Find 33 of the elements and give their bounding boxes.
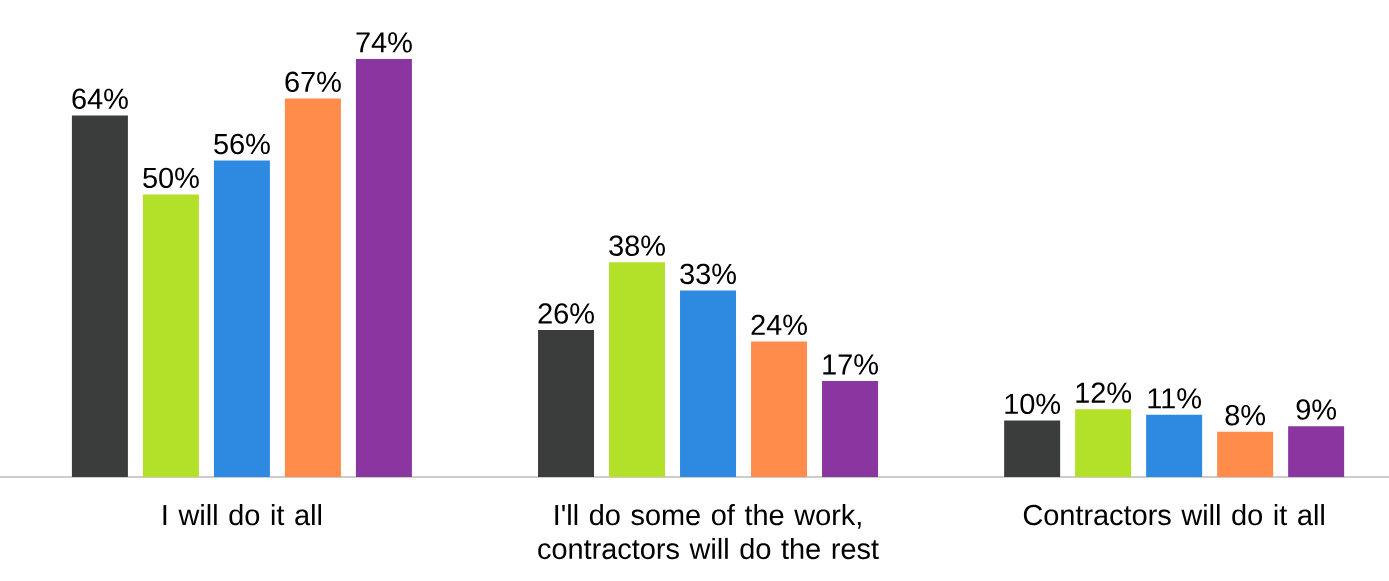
data-label: 56% [214, 133, 270, 155]
data-label: 26% [538, 303, 594, 324]
data-label: 17% [823, 354, 878, 375]
data-label: 64% [72, 88, 128, 110]
bar [538, 330, 595, 477]
bar [680, 290, 737, 477]
bar [355, 58, 412, 477]
x-tick-label: Contractors will do it all [1023, 504, 1324, 526]
bar [1075, 409, 1132, 477]
bar [142, 194, 199, 477]
bar [609, 262, 666, 477]
bar [284, 98, 341, 477]
data-label: 12% [1076, 382, 1132, 403]
bar [213, 160, 270, 477]
data-label: 67% [285, 71, 341, 93]
bar [1004, 420, 1061, 477]
bar [822, 380, 879, 477]
data-label: 38% [609, 235, 665, 256]
data-label: 33% [680, 263, 736, 285]
data-label: 50% [143, 167, 199, 189]
bar [1217, 431, 1274, 477]
x-tick-label: I will do it all [163, 504, 322, 526]
data-label: 8% [1225, 404, 1266, 426]
data-label: 10% [1005, 393, 1061, 415]
data-label: 74% [356, 32, 412, 53]
data-label: 11% [1148, 388, 1201, 409]
bar [1288, 426, 1345, 477]
x-tick-label: I'll do some of the work, contractors will do the rest [538, 504, 879, 560]
data-label: 9% [1296, 399, 1337, 420]
bar [751, 341, 808, 477]
bar [1146, 414, 1203, 477]
bar [71, 115, 128, 477]
data-label: 24% [751, 314, 807, 335]
